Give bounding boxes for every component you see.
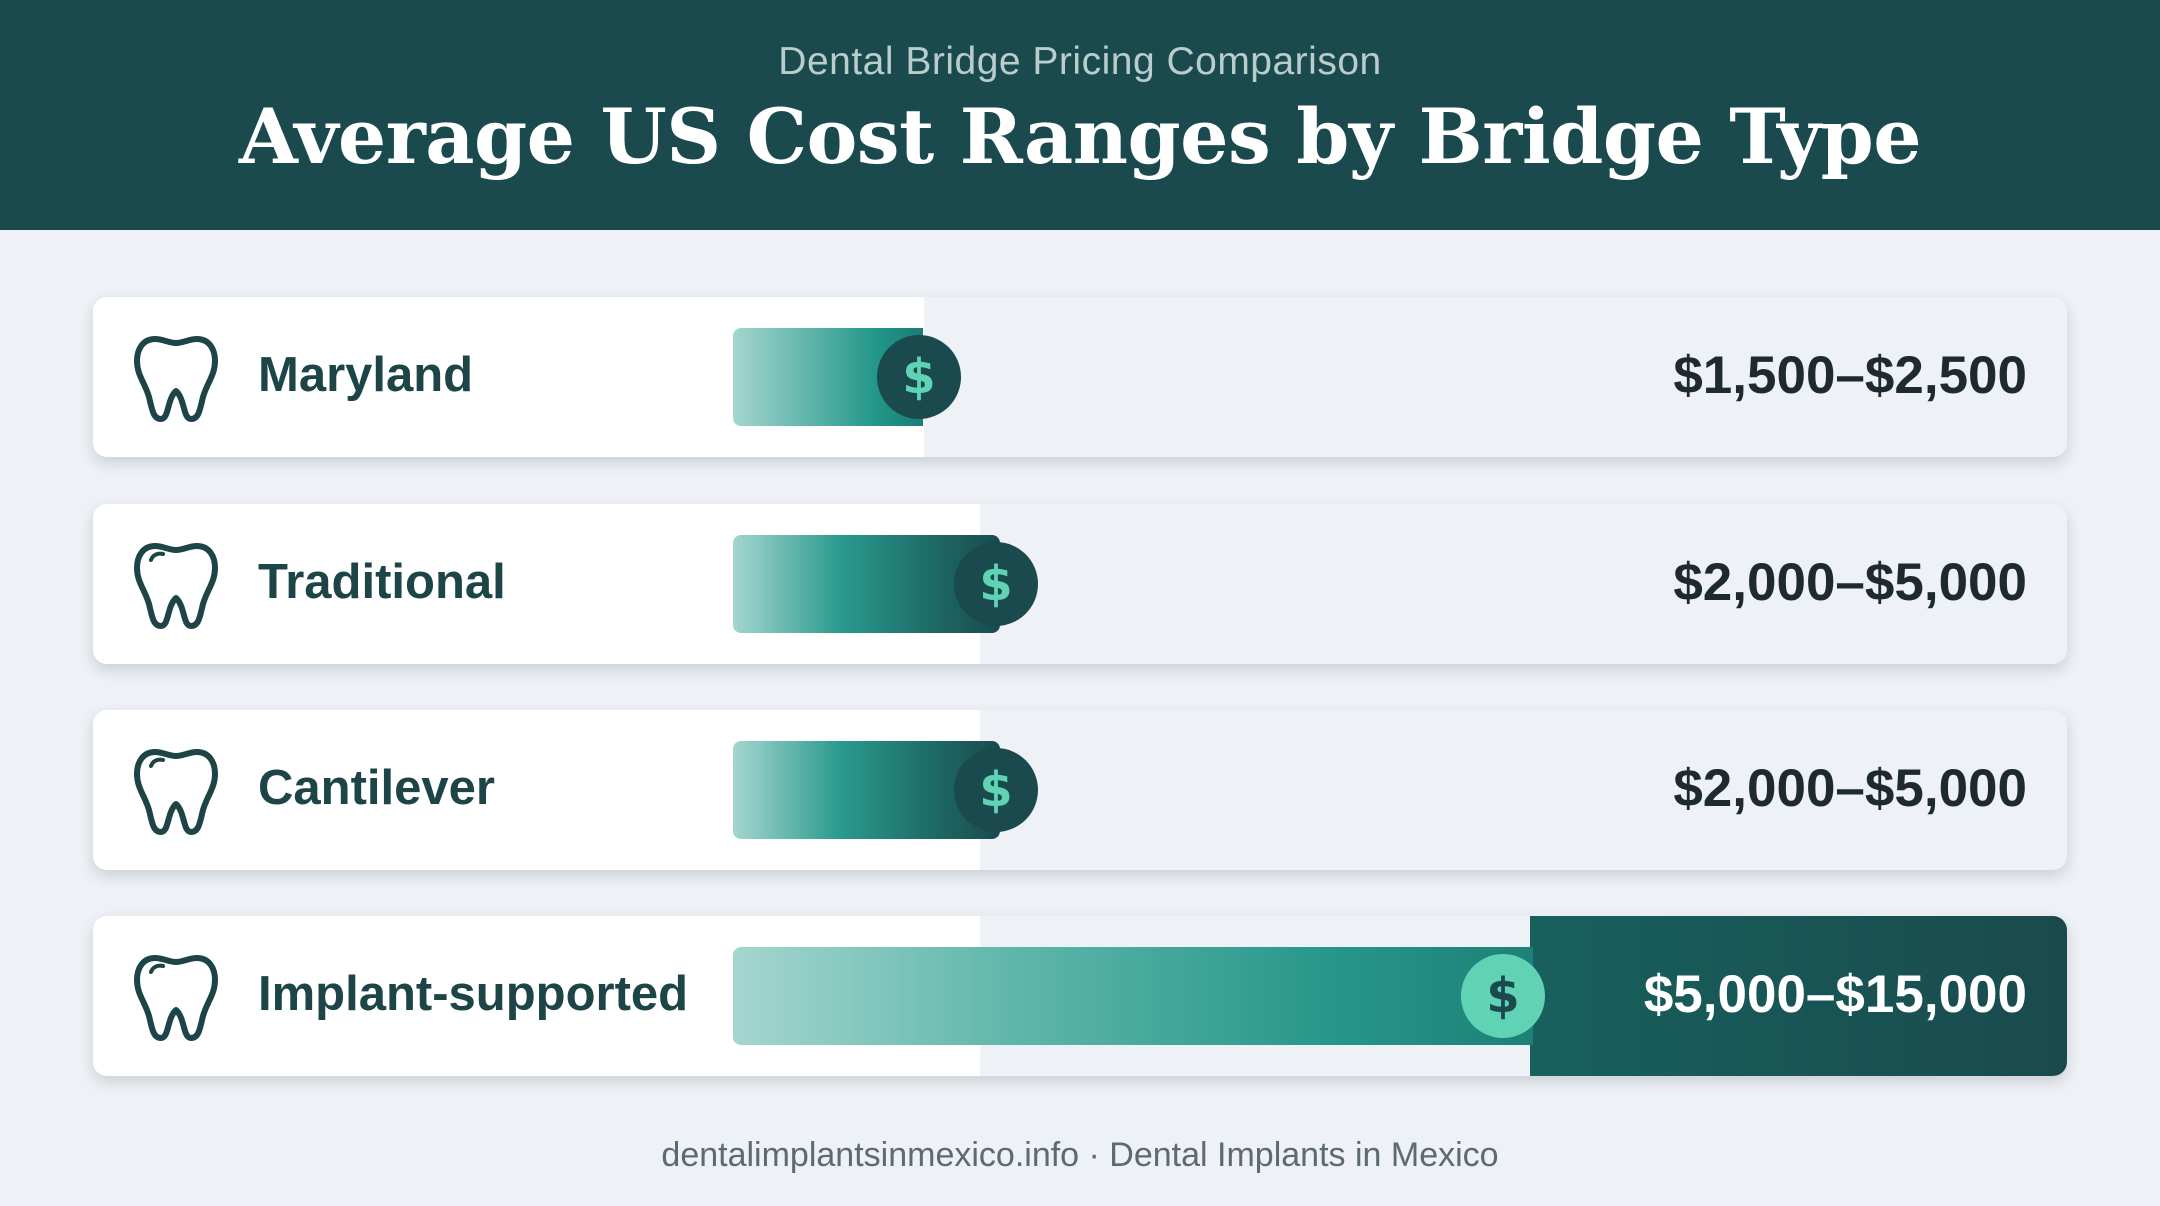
footer-credit: dentalimplantsinmexico.info · Dental Imp… xyxy=(661,1136,1499,1174)
price-range-label: $2,000–$5,000 xyxy=(1673,759,2027,818)
tooth-icon xyxy=(134,955,218,1041)
dollar-coin-icon: $ xyxy=(877,335,961,419)
price-range-label: $2,000–$5,000 xyxy=(1673,553,2027,612)
highlight-panel xyxy=(1530,916,2067,1076)
tooth-icon xyxy=(134,336,218,422)
price-range-bar xyxy=(733,947,1533,1045)
bridge-type-label: Implant-supported xyxy=(258,967,689,1021)
bridge-row-traditional: Traditional $ $2,000–$5,000 xyxy=(93,504,2067,664)
bridge-type-label: Maryland xyxy=(258,348,474,402)
bridge-type-label: Cantilever xyxy=(258,761,495,815)
dollar-coin-icon: $ xyxy=(1461,954,1545,1038)
chart-subtitle: Dental Bridge Pricing Comparison xyxy=(778,40,1382,83)
bridge-type-label: Traditional xyxy=(258,555,506,609)
bridge-row-cantilever: Cantilever $ $2,000–$5,000 xyxy=(93,710,2067,870)
price-range-label: $5,000–$15,000 xyxy=(1643,965,2027,1024)
price-range-label: $1,500–$2,500 xyxy=(1673,346,2027,405)
tooth-icon xyxy=(134,749,218,835)
dollar-coin-icon: $ xyxy=(954,748,1038,832)
bridge-row-implant-supported: Implant-supported $ $5,000–$15,000 xyxy=(93,916,2067,1076)
header-banner: Dental Bridge Pricing Comparison Average… xyxy=(0,0,2160,230)
dollar-coin-icon: $ xyxy=(954,542,1038,626)
bridge-row-maryland: Maryland $ $1,500–$2,500 xyxy=(93,297,2067,457)
tooth-icon xyxy=(134,543,218,629)
chart-title: Average US Cost Ranges by Bridge Type xyxy=(238,92,1922,181)
